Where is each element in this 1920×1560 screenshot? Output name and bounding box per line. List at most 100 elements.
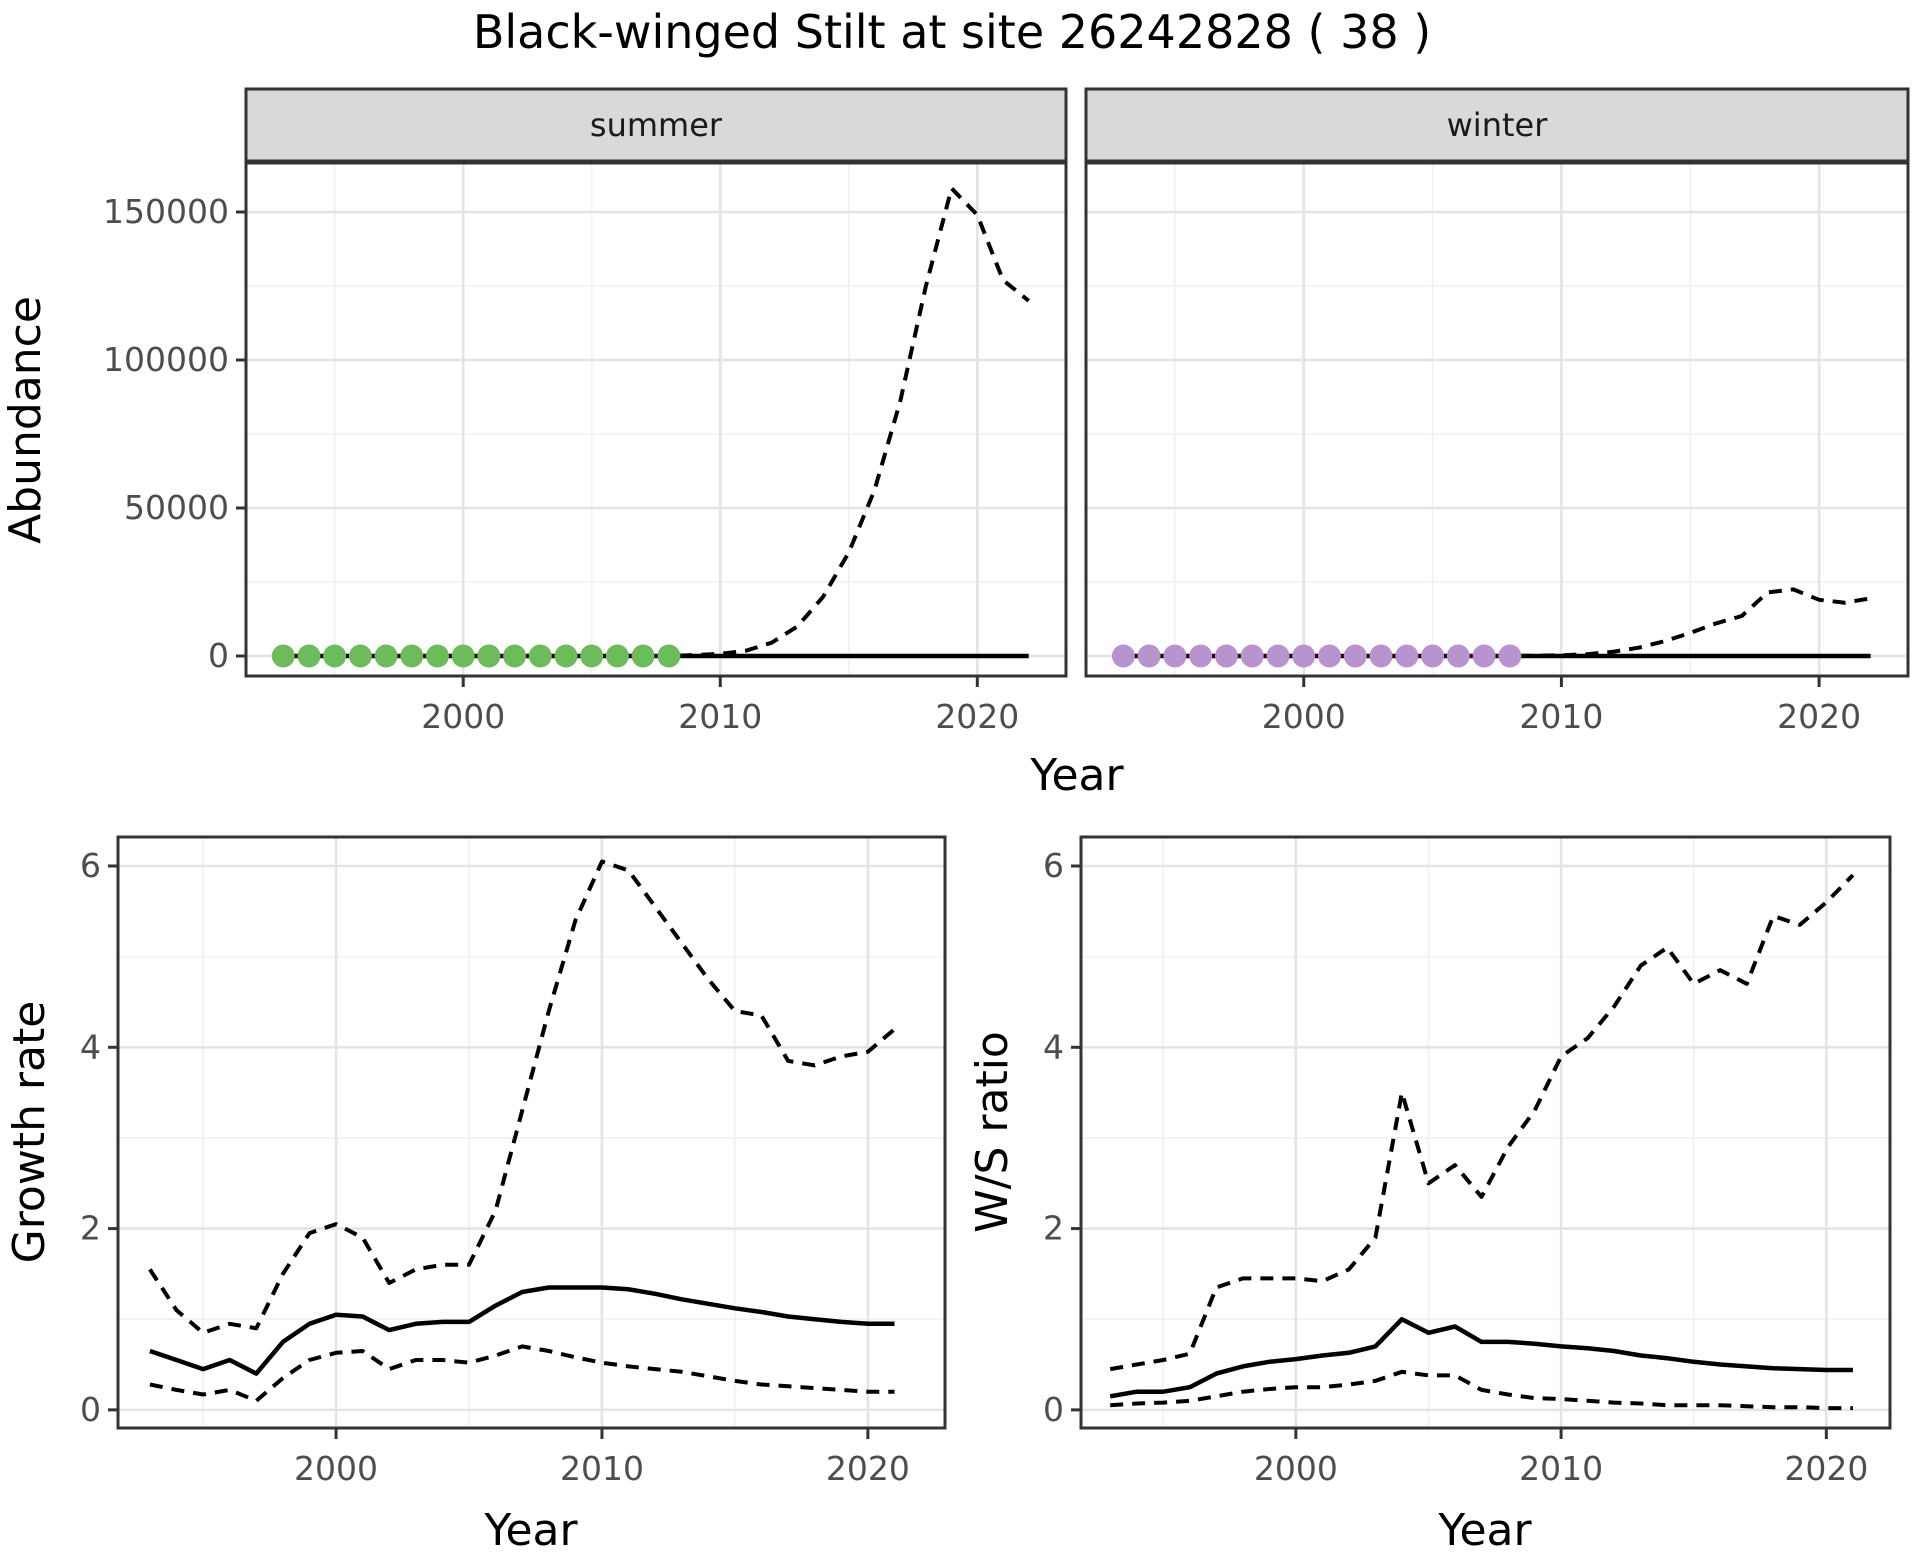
data-point (605, 644, 629, 668)
facet-strip-winter (1084, 87, 1910, 163)
data-point (528, 644, 552, 668)
panel-data-winter (1111, 587, 1871, 668)
data-point (1472, 644, 1496, 668)
x-tick-label: 2010 (1519, 1449, 1603, 1488)
series-line-upper_ci (148, 859, 896, 1335)
x-tick-label: 2020 (935, 697, 1019, 736)
x-tick-label: 2020 (826, 1449, 910, 1488)
y-tick-label: 50000 (124, 488, 229, 527)
data-point (1214, 644, 1238, 668)
data-point (657, 644, 681, 668)
panel-border-ws (1079, 835, 1892, 1430)
ws-ratio-y-axis-title: W/S ratio (967, 1031, 1018, 1233)
panel-border-winter (1084, 161, 1910, 678)
x-tick-label: 2000 (421, 697, 505, 736)
data-point (1163, 644, 1187, 668)
data-point (1498, 644, 1522, 668)
facet-panel-winter: winter 2000 2010 2020 (1084, 87, 1910, 736)
panel-grid-ws (1081, 837, 1890, 1428)
panel-xticks-ws: 2000 2010 2020 (1254, 1428, 1868, 1488)
x-tick-label: 2020 (1777, 697, 1861, 736)
facet-strip-label-summer: summer (590, 106, 723, 144)
y-tick-label: 6 (1043, 846, 1064, 885)
ws-ratio-chart: W/S ratio Year 2000 2010 2020 0 2 4 6 (967, 835, 1892, 1556)
panel-data-summer (271, 186, 1030, 668)
panel-grid-growth (118, 837, 945, 1428)
y-tick-label: 0 (208, 636, 229, 675)
y-tick-label: 0 (1043, 1390, 1064, 1429)
abundance-y-axis-title: Abundance (0, 296, 51, 544)
y-tick-label: 2 (1043, 1209, 1064, 1248)
x-tick-label: 2000 (1254, 1449, 1338, 1488)
panel-bg-winter (1086, 163, 1908, 676)
ws-ratio-x-axis-title: Year (1437, 1505, 1532, 1556)
y-tick-label: 4 (80, 1027, 101, 1066)
data-point (1446, 644, 1470, 668)
growth-rate-y-axis-title: Growth rate (4, 1001, 55, 1264)
data-point (1189, 644, 1213, 668)
x-tick-label: 2000 (1262, 697, 1346, 736)
facet-panel-summer: summer 2000 2010 2020 0 50000 100000 150000 (103, 87, 1068, 736)
data-point (297, 644, 321, 668)
series-line-median (149, 1285, 895, 1376)
growth-rate-chart: Growth rate Year 2000 2010 2020 0 2 4 6 (4, 835, 947, 1556)
data-point (1266, 644, 1290, 668)
panel-bg-ws (1081, 837, 1890, 1428)
x-tick-label: 2020 (1784, 1449, 1868, 1488)
panel-border-growth (116, 835, 947, 1430)
panel-xticks-summer: 2000 2010 2020 (421, 676, 1019, 736)
y-tick-label: 100000 (103, 340, 229, 379)
data-point (1111, 644, 1135, 668)
y-tick-label: 0 (80, 1390, 101, 1429)
data-point (451, 644, 475, 668)
facet-strip-summer (244, 87, 1068, 163)
y-tick-label: 150000 (103, 192, 229, 231)
data-point (1292, 644, 1316, 668)
x-tick-label: 2000 (294, 1449, 378, 1488)
data-point (1369, 644, 1393, 668)
panel-data-growth (148, 859, 896, 1403)
x-tick-label: 2010 (1519, 697, 1603, 736)
data-point (1240, 644, 1264, 668)
abundance-x-axis-title: Year (1029, 750, 1124, 801)
data-point (323, 644, 347, 668)
data-point (1137, 644, 1161, 668)
data-point (426, 644, 449, 668)
chart-title: Black-winged Stilt at site 26242828 ( 38… (473, 5, 1431, 59)
data-point (631, 644, 655, 668)
data-point (348, 644, 372, 668)
data-point (1421, 644, 1445, 668)
panel-yticks-ws: 0 2 4 6 (1043, 846, 1081, 1429)
panel-border-summer (244, 161, 1068, 678)
data-point (554, 644, 578, 668)
series-line-lower_ci (1110, 1369, 1853, 1411)
data-point (477, 644, 501, 668)
data-point (374, 644, 398, 668)
data-point (1343, 644, 1367, 668)
series-line-lower_ci (149, 1344, 895, 1403)
data-point (1395, 644, 1419, 668)
panel-xticks-winter: 2000 2010 2020 (1262, 676, 1861, 736)
growth-rate-x-axis-title: Year (483, 1505, 578, 1556)
data-point (580, 644, 604, 668)
x-tick-label: 2010 (678, 697, 762, 736)
abundance-chart: Abundance Year summer 2000 2010 2020 0 5000… (0, 87, 1910, 801)
panel-bg-summer (246, 163, 1066, 676)
data-point (271, 644, 295, 668)
panel-yticks-growth: 0 2 4 6 (80, 846, 118, 1429)
data-point (503, 644, 527, 668)
y-tick-label: 2 (80, 1209, 101, 1248)
facet-strip-label-winter: winter (1447, 106, 1549, 144)
series-line-median (1109, 1316, 1853, 1399)
series-line-upper_ci (1109, 873, 1855, 1372)
panel-yticks-abundance: 0 50000 100000 150000 (103, 192, 246, 675)
x-tick-label: 2010 (560, 1449, 644, 1488)
panel-xticks-growth: 2000 2010 2020 (294, 1428, 910, 1488)
data-point (1318, 644, 1341, 668)
panel-bg-growth (118, 837, 945, 1428)
y-tick-label: 6 (80, 846, 101, 885)
data-point (400, 644, 424, 668)
y-tick-label: 4 (1043, 1027, 1064, 1066)
